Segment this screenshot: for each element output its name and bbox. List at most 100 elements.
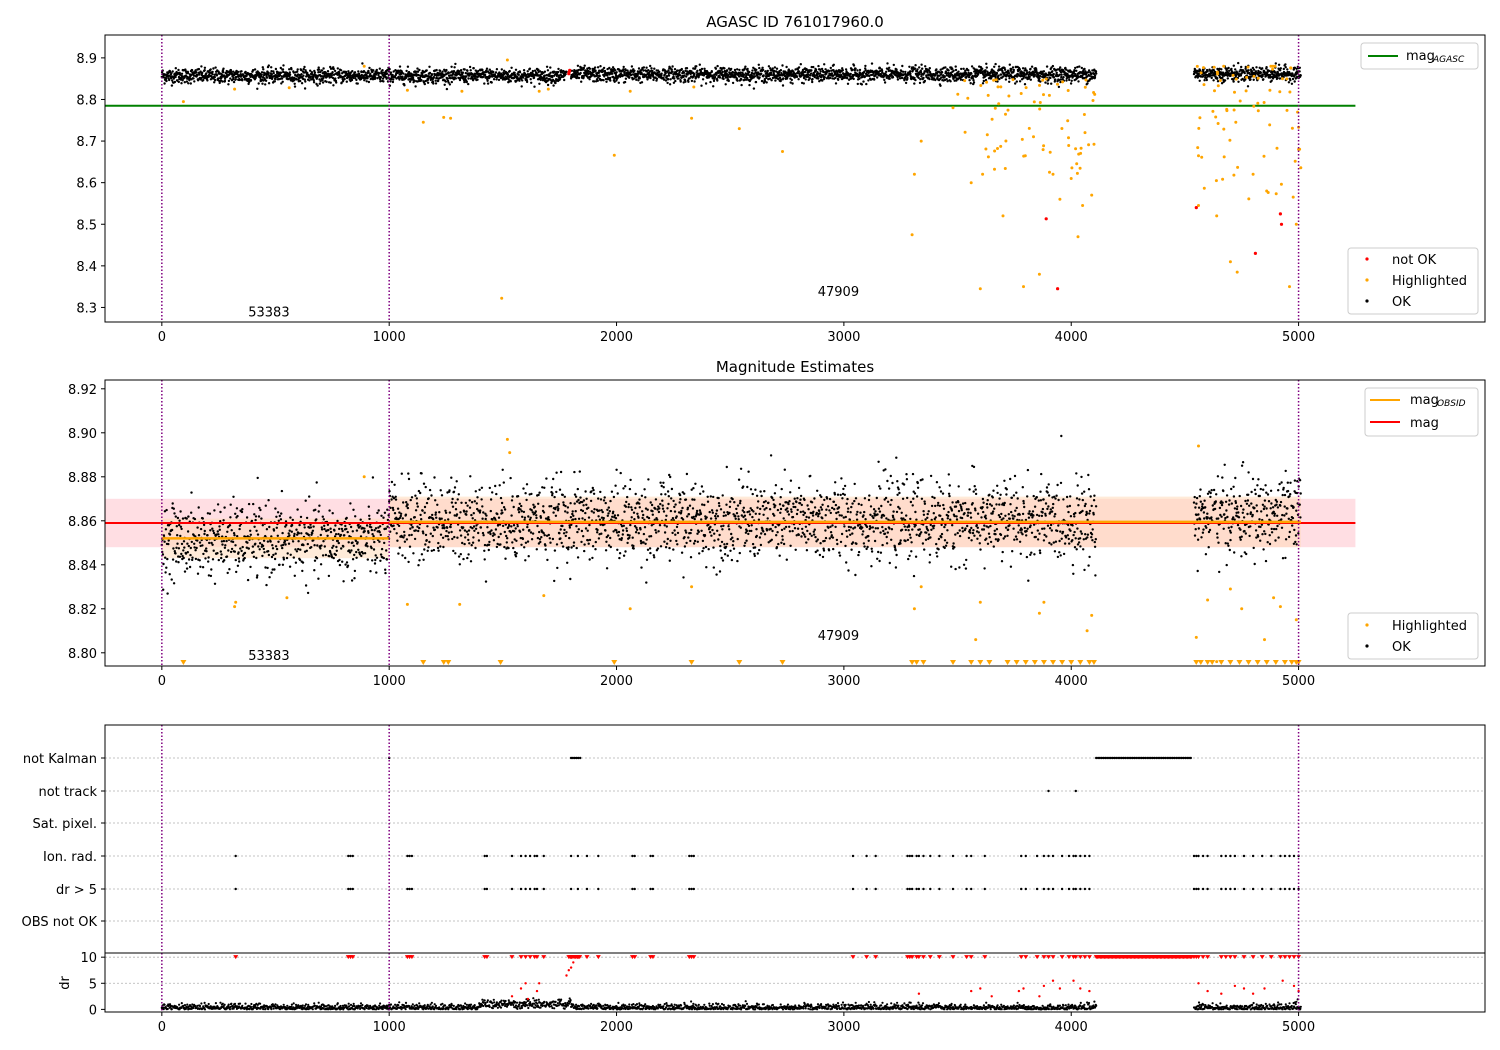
ok-point [175,560,178,563]
ok-point [470,544,473,547]
highlighted-point [1225,109,1229,113]
ok-point [468,506,472,509]
ok-point [267,64,270,67]
ok-point [1077,80,1080,83]
highlighted-point [1004,139,1008,143]
ok-point [273,568,276,571]
ok-point [467,553,470,556]
ok-point [302,67,305,71]
ok-point [1261,67,1264,70]
highlighted-point [951,106,955,110]
ok-point [774,79,777,82]
ok-point [221,80,224,83]
ok-point [323,527,326,531]
ok-point [280,489,284,493]
ok-point [312,525,315,528]
ok-point [406,65,410,68]
ok-point [213,81,216,84]
ok-point [254,76,257,80]
ok-point [275,526,278,529]
ok-point [451,537,454,541]
ok-point [359,525,362,528]
ok-point [1038,74,1042,78]
ok-point [513,71,516,75]
ok-point [522,69,526,72]
highlighted-point [1027,126,1031,130]
ok-point [438,69,442,73]
ok-point [186,542,189,545]
ok-point [313,559,317,562]
ok-point [533,85,536,88]
highlighted-point [1048,150,1052,154]
ok-point [462,557,465,561]
ok-point [243,556,246,560]
ok-point [372,548,376,551]
ok-point [289,553,292,556]
ok-point [230,71,233,74]
ok-point [266,540,270,543]
ok-point [317,66,320,69]
ok-point [450,65,453,69]
ok-point [525,80,529,84]
ok-point [216,552,219,555]
ok-point [212,67,215,70]
ok-point [748,83,751,87]
ok-point [322,518,325,521]
ok-point [246,541,249,544]
ok-point [468,542,471,545]
ok-point [971,74,974,78]
ok-point [593,66,597,69]
ok-point [690,79,694,83]
ok-point [370,528,374,532]
ok-point [479,509,482,512]
ok-point [900,76,904,80]
ok-point [693,72,696,76]
ok-point [1265,66,1268,69]
highlighted-point [1006,108,1010,112]
ok-point [424,485,427,489]
ok-point [276,511,280,514]
ok-point [744,65,747,68]
ok-point [226,530,229,533]
ok-point [203,529,206,533]
ok-point [252,502,255,506]
ok-point [392,78,395,81]
ok-point [552,84,555,87]
ok-point [721,70,724,74]
ok-point [227,79,231,83]
ok-point [957,70,960,73]
ok-point [518,79,521,82]
ok-point [1284,66,1287,69]
ok-point [583,64,586,67]
highlighted-point [362,64,366,68]
ok-point [190,511,193,514]
ok-point [1052,72,1055,76]
ok-point [415,502,419,505]
ok-point [431,534,434,538]
highlighted-point [1268,88,1272,92]
ok-point [500,68,503,71]
ok-point [463,510,466,513]
ok-point [497,78,501,82]
highlighted-point [1042,93,1045,97]
ok-point [208,512,212,515]
ok-point [795,75,799,79]
ok-point [453,486,457,489]
ok-point [262,68,265,71]
ok-point [521,76,525,79]
ok-point [377,509,380,512]
ok-point [190,73,193,77]
ok-point [236,514,239,518]
ok-point [285,556,289,560]
ok-point [579,71,582,75]
ok-point [346,564,350,567]
ok-point [823,76,826,79]
ok-point [454,501,457,505]
ok-point [209,78,213,81]
ok-point [193,542,196,545]
ok-point [366,558,369,561]
highlighted-point [1032,100,1036,104]
ok-point [452,549,455,553]
ok-point [238,560,241,563]
ok-point [944,66,947,69]
